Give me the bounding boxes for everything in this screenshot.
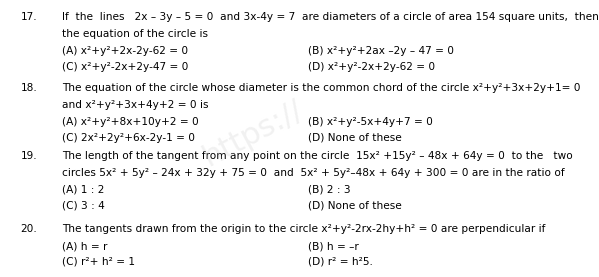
Text: (A) h = r: (A) h = r — [62, 241, 107, 251]
Text: (D) r² = h²5.: (D) r² = h²5. — [308, 257, 373, 267]
Text: (C) 3 : 4: (C) 3 : 4 — [62, 201, 104, 211]
Text: (C) r²+ h² = 1: (C) r²+ h² = 1 — [62, 257, 135, 267]
Text: and x²+y²+3x+4y+2 = 0 is: and x²+y²+3x+4y+2 = 0 is — [62, 100, 208, 110]
Text: https://: https:// — [198, 94, 308, 171]
Text: (B) h = –r: (B) h = –r — [308, 241, 359, 251]
Text: (B) x²+y²-5x+4y+7 = 0: (B) x²+y²-5x+4y+7 = 0 — [308, 117, 433, 127]
Text: (C) x²+y²-2x+2y-47 = 0: (C) x²+y²-2x+2y-47 = 0 — [62, 62, 188, 72]
Text: 20.: 20. — [20, 224, 37, 234]
Text: 17.: 17. — [20, 12, 37, 22]
Text: (D) None of these: (D) None of these — [308, 133, 402, 143]
Text: The length of the tangent from any point on the circle  15x² +15y² – 48x + 64y =: The length of the tangent from any point… — [62, 151, 573, 161]
Text: If  the  lines   2x – 3y – 5 = 0  and 3x-4y = 7  are diameters of a circle of ar: If the lines 2x – 3y – 5 = 0 and 3x-4y =… — [62, 12, 598, 22]
Text: circles 5x² + 5y² – 24x + 32y + 75 = 0  and  5x² + 5y²–48x + 64y + 300 = 0 are i: circles 5x² + 5y² – 24x + 32y + 75 = 0 a… — [62, 168, 564, 178]
Text: (D) None of these: (D) None of these — [308, 201, 402, 211]
Text: (D) x²+y²-2x+2y-62 = 0: (D) x²+y²-2x+2y-62 = 0 — [308, 62, 435, 72]
Text: the equation of the circle is: the equation of the circle is — [62, 29, 208, 39]
Text: The tangents drawn from the origin to the circle x²+y²-2rx-2hy+h² = 0 are perpen: The tangents drawn from the origin to th… — [62, 224, 545, 234]
Text: 18.: 18. — [20, 83, 37, 93]
Text: (A) 1 : 2: (A) 1 : 2 — [62, 185, 104, 195]
Text: (B) 2 : 3: (B) 2 : 3 — [308, 185, 351, 195]
Text: 19.: 19. — [20, 151, 37, 161]
Text: (A) x²+y²+2x-2y-62 = 0: (A) x²+y²+2x-2y-62 = 0 — [62, 47, 188, 57]
Text: The equation of the circle whose diameter is the common chord of the circle x²+y: The equation of the circle whose diamete… — [62, 83, 580, 93]
Text: (C) 2x²+2y²+6x-2y-1 = 0: (C) 2x²+2y²+6x-2y-1 = 0 — [62, 133, 195, 143]
Text: (B) x²+y²+2ax –2y – 47 = 0: (B) x²+y²+2ax –2y – 47 = 0 — [308, 47, 454, 57]
Text: (A) x²+y²+8x+10y+2 = 0: (A) x²+y²+8x+10y+2 = 0 — [62, 117, 198, 127]
